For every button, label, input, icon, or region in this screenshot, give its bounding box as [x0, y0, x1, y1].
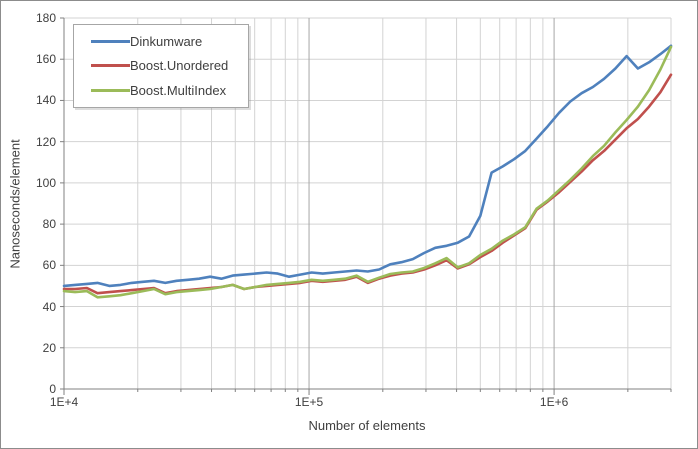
- legend-entry-boost-multiindex: Boost.MultiIndex: [74, 83, 248, 98]
- y-tick-label: 80: [42, 217, 56, 232]
- y-tick-label: 100: [35, 175, 56, 190]
- legend-swatch: [91, 89, 130, 93]
- legend-label: Boost.Unordered: [130, 58, 229, 74]
- x-tick-label: 1E+5: [294, 395, 324, 409]
- y-tick-label: 180: [35, 11, 56, 25]
- y-tick-label: 40: [42, 299, 56, 314]
- y-axis-title: Nanoseconds/element: [7, 139, 23, 269]
- x-axis-title: Number of elements: [308, 418, 426, 433]
- x-tick-label: 1E+4: [49, 395, 79, 409]
- series-line-dinkumware: [62, 44, 673, 288]
- series-line-boost-multiindex: [62, 45, 673, 299]
- y-tick-label: 140: [35, 93, 56, 108]
- legend-entry-dinkumware: Dinkumware: [74, 34, 248, 49]
- y-tick-label: 120: [35, 134, 56, 149]
- legend-swatch: [91, 39, 130, 43]
- y-tick-label: 0: [49, 382, 56, 396]
- y-tick-label: 20: [42, 340, 56, 355]
- x-tick-label: 1E+6: [539, 395, 569, 409]
- y-tick-label: 60: [42, 258, 56, 273]
- legend-entry-boost-unordered: Boost.Unordered: [74, 58, 248, 73]
- legend-label: Boost.MultiIndex: [130, 83, 227, 99]
- legend-swatch: [91, 64, 130, 68]
- y-tick-label: 160: [35, 52, 56, 67]
- legend: Dinkumware Boost.Unordered Boost.MultiInde…: [73, 24, 249, 108]
- legend-label: Dinkumware: [130, 33, 203, 49]
